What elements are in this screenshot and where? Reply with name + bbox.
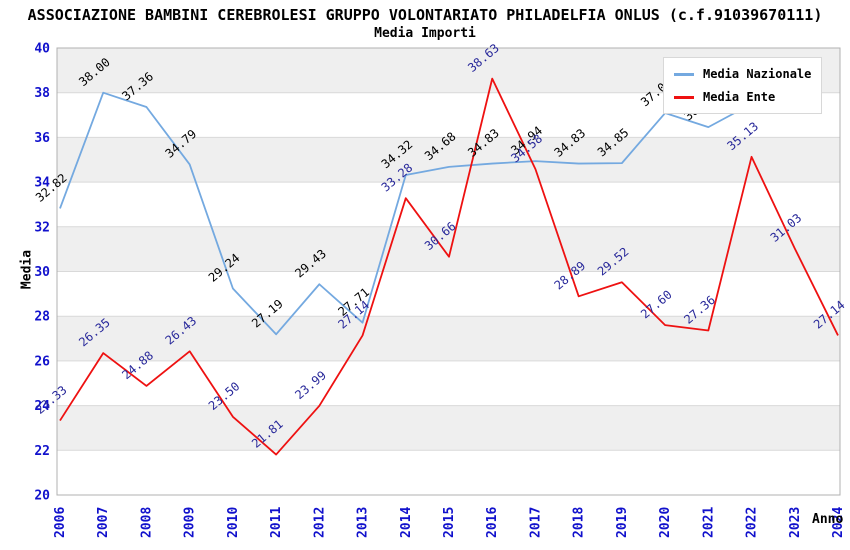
- x-tick-label: 2018: [572, 507, 587, 538]
- y-tick-label: 34: [34, 176, 50, 191]
- y-tick-label: 28: [34, 310, 50, 325]
- chart-title: ASSOCIAZIONE BAMBINI CEREBROLESI GRUPPO …: [27, 6, 823, 24]
- y-tick-label: 24: [34, 399, 50, 414]
- y-tick-label: 38: [34, 86, 50, 101]
- plot-band: [57, 226, 840, 272]
- x-tick-label: 2016: [485, 507, 500, 538]
- plot-band: [57, 271, 840, 317]
- x-tick-label: 2006: [53, 507, 68, 538]
- plot-border: [56, 47, 841, 496]
- series-line-media-ente: [59, 77, 839, 456]
- legend-item-media-nazionale: Media Nazionale: [674, 67, 811, 81]
- y-tick-label: 36: [34, 131, 50, 146]
- x-tick-label: 2008: [139, 507, 154, 538]
- y-tick-label: 22: [34, 444, 50, 459]
- plot-band: [57, 405, 840, 451]
- plot-band: [57, 360, 840, 406]
- legend-item-media-ente: Media Ente: [674, 90, 811, 104]
- y-axis-title: Media: [19, 249, 35, 290]
- x-tick-label: 2024: [831, 507, 846, 538]
- x-tick-label: 2017: [528, 507, 543, 538]
- x-tick-label: 2007: [96, 507, 111, 538]
- x-tick-label: 2009: [183, 507, 198, 538]
- plot-band: [57, 182, 840, 227]
- line-swatch-icon-nazionale: [674, 72, 694, 76]
- x-tick-label: 2021: [701, 507, 716, 538]
- x-tick-label: 2011: [269, 507, 284, 538]
- x-tick-label: 2010: [226, 507, 241, 538]
- x-tick-label: 2012: [312, 507, 327, 538]
- x-tick-label: 2013: [356, 507, 371, 538]
- chart-subtitle: Media Importi: [374, 26, 476, 41]
- x-tick-label: 2023: [788, 507, 803, 538]
- legend: Media Nazionale Media Ente: [663, 57, 823, 114]
- x-axis-title: Anno: [812, 512, 844, 527]
- plot-band: [57, 450, 840, 495]
- line-swatch-icon-ente: [674, 95, 694, 99]
- x-tick-label: 2015: [442, 507, 457, 538]
- y-tick-label: 30: [34, 265, 50, 280]
- series-line-media-nazionale: [59, 91, 752, 336]
- y-tick-label: 32: [34, 220, 50, 235]
- x-tick-label: 2022: [745, 507, 760, 538]
- x-tick-label: 2020: [658, 507, 673, 538]
- y-tick-label: 26: [34, 354, 50, 369]
- x-tick-label: 2014: [399, 507, 414, 538]
- y-tick-label: 20: [34, 489, 50, 504]
- legend-label-nazionale: Media Nazionale: [703, 67, 812, 81]
- legend-label-ente: Media Ente: [703, 90, 776, 104]
- y-tick-label: 40: [34, 42, 50, 57]
- x-tick-label: 2019: [615, 507, 630, 538]
- plot-band: [57, 137, 840, 183]
